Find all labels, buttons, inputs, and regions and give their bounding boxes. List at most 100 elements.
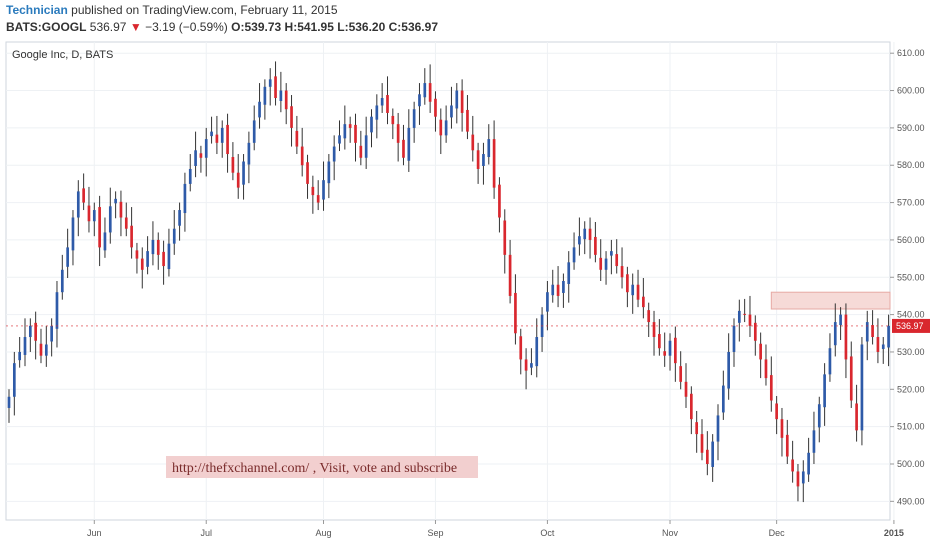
price-axis[interactable]: 490.00 500.00 510.00 520.00 530.00 540.00 550.… <box>890 48 925 506</box>
candle-body <box>423 83 427 98</box>
candle-body <box>258 101 261 118</box>
candle-body <box>236 172 240 188</box>
candle-body <box>92 210 96 222</box>
candle-body <box>732 325 736 352</box>
candle-body <box>791 459 794 472</box>
candle-body <box>439 119 443 136</box>
candle-body <box>279 90 283 102</box>
candle-body <box>7 396 11 408</box>
candle-body <box>860 344 864 431</box>
candle-body <box>508 254 512 296</box>
candle-body <box>785 434 789 457</box>
candle-body <box>140 258 144 270</box>
candle-body <box>849 356 853 401</box>
resistance-zone <box>770 291 891 310</box>
candle-body <box>300 146 304 166</box>
candle-body <box>263 86 267 105</box>
candle-body <box>466 109 469 132</box>
candle-body <box>98 207 101 248</box>
candle-body <box>631 284 635 296</box>
candle-body <box>727 351 730 389</box>
candle-body <box>66 247 69 267</box>
candle-body <box>247 142 251 165</box>
candle-body <box>60 269 64 293</box>
resistance-zone-layer <box>770 291 891 310</box>
candle-body <box>546 292 549 312</box>
y-tick-label: 510.00 <box>897 422 925 432</box>
candle-body <box>28 325 32 338</box>
candle-body <box>156 239 160 255</box>
candle-body <box>226 124 229 155</box>
candle-body <box>18 351 22 361</box>
candle-body <box>551 284 555 296</box>
candle-body <box>471 134 475 151</box>
candle-body <box>444 120 448 136</box>
publish-info: published on TradingView.com, February 1… <box>71 3 338 17</box>
y-tick-label: 530.00 <box>897 347 925 357</box>
x-tick-label: Jun <box>87 528 102 538</box>
x-tick-label: 2015 <box>884 528 904 538</box>
candle-body <box>887 325 890 348</box>
candle-body <box>855 403 858 431</box>
candle-body <box>71 217 75 251</box>
candle-body <box>178 210 181 226</box>
candle-body <box>108 206 112 233</box>
candle-body <box>322 180 325 200</box>
candle-body <box>407 127 411 161</box>
time-axis[interactable]: JunJulAugSepOctNovDec2015FebMarApr <box>87 520 932 538</box>
candle-body <box>455 90 459 109</box>
candle-body <box>865 322 869 342</box>
author-link[interactable]: Technician <box>6 3 68 17</box>
last-price-tag: 536.97 <box>6 318 930 333</box>
candle-body <box>119 201 123 218</box>
y-tick-label: 580.00 <box>897 160 925 170</box>
y-tick-label: 550.00 <box>897 272 925 282</box>
candle-body <box>316 195 320 203</box>
candle-body <box>748 314 752 326</box>
candle-body <box>642 296 645 308</box>
candle-body <box>684 381 688 397</box>
candle-body <box>700 434 704 453</box>
candle-body <box>418 94 421 107</box>
candle-body <box>871 325 874 338</box>
candle-body <box>769 375 773 401</box>
symbol-quote-line: BATS:GOOGL 536.97 ▼ −3.19 (−0.59%) O:539… <box>6 20 438 34</box>
candle-body <box>658 334 661 349</box>
candle-body <box>23 337 27 355</box>
candle-body <box>188 168 192 184</box>
candle-body <box>503 220 507 255</box>
chart-title: Google Inc, D, BATS <box>12 49 113 61</box>
candle-body <box>460 90 464 113</box>
candle-body <box>679 366 683 382</box>
candle-body <box>12 363 16 397</box>
symbol-name: BATS:GOOGL <box>6 20 87 34</box>
candle-body <box>695 422 699 435</box>
candle-body <box>412 109 416 128</box>
x-tick-label: Jul <box>200 528 212 538</box>
candle-body <box>306 162 309 184</box>
candle-body <box>583 228 587 240</box>
candle-body <box>817 404 821 428</box>
candle-body <box>652 322 656 338</box>
candle-body <box>343 124 347 139</box>
candle-body <box>690 393 693 420</box>
candle-body <box>364 135 368 158</box>
candle-body <box>44 344 48 356</box>
close-value: C:536.97 <box>388 20 438 34</box>
high-value: H:541.95 <box>284 20 334 34</box>
candle-body <box>839 314 842 326</box>
candle-body <box>812 430 816 453</box>
candle-body <box>514 292 517 334</box>
candle-body <box>492 139 496 188</box>
candle-body <box>210 131 213 137</box>
candle-body <box>284 90 288 110</box>
candle-body <box>844 314 848 360</box>
candle-body <box>252 120 256 143</box>
y-tick-label: 600.00 <box>897 86 925 96</box>
plot-frame <box>5 41 891 521</box>
candle-body <box>194 150 197 166</box>
candle-body <box>311 186 315 196</box>
y-tick-label: 570.00 <box>897 198 925 208</box>
low-value: L:536.20 <box>337 20 386 34</box>
